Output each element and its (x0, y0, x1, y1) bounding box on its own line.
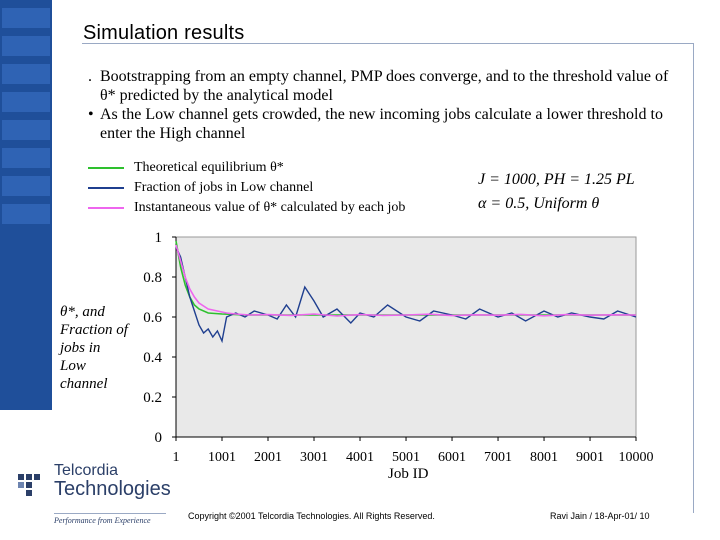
series-instantaneous-line (175, 244, 637, 317)
bullet-item: • As the Low channel gets crowded, the n… (86, 105, 686, 143)
bullet-list: . Bootstrapping from an empty channel, P… (86, 67, 686, 143)
chart-legend: Theoretical equilibrium θ* Fraction of j… (88, 158, 405, 218)
logo-tagline: Performance from Experience (54, 516, 151, 525)
x-tick-label: 5001 (392, 450, 420, 462)
x-tick-label: 9001 (576, 450, 604, 462)
sidebar-block (2, 8, 50, 28)
legend-swatch-fraction (88, 187, 124, 189)
sidebar-block (2, 120, 50, 140)
sidebar-block (2, 64, 50, 84)
line-chart: 0 0.2 0.4 0.6 0.8 1 1 1001 2001 3001 4001 5001 6001 7… (143, 230, 654, 462)
y-tick-label: 0 (155, 430, 163, 446)
slide-title: Simulation results (83, 22, 245, 44)
series-fraction-line (175, 246, 637, 344)
legend-swatch-instantaneous (88, 207, 124, 209)
simulation-parameters: J = 1000, PH = 1.25 PL α = 0.5, Uniform … (478, 168, 635, 216)
bullet-mark: • (88, 106, 94, 123)
logo-mark-icon (18, 474, 40, 496)
x-axis-label: Job ID (388, 466, 429, 482)
bullet-text: As the Low channel gets crowded, the new… (100, 106, 663, 142)
x-tick-label: 7001 (484, 450, 512, 462)
sidebar-block (2, 36, 50, 56)
y-tick-label: 0.2 (143, 390, 162, 406)
logo-text-top: Telcordia (54, 462, 119, 479)
y-tick-label: 0.8 (143, 270, 162, 286)
x-tick-label: 4001 (346, 450, 374, 462)
logo-rule (54, 513, 166, 514)
logo-text-main: Technologies (54, 478, 171, 500)
x-tick-label: 8001 (530, 450, 558, 462)
x-tick-label: 2001 (254, 450, 282, 462)
y-tick-label: 0.4 (143, 350, 162, 366)
legend-label: Theoretical equilibrium θ* (134, 160, 284, 175)
company-logo: Telcordia Technologies Performance from … (14, 462, 171, 530)
legend-item: Fraction of jobs in Low channel (88, 178, 405, 198)
brand-sidebar-strip (0, 0, 52, 410)
legend-item: Instantaneous value of θ* calculated by … (88, 198, 405, 218)
y-axis-label: θ*, and Fraction of jobs in Low channel (60, 304, 128, 392)
sidebar-block (2, 176, 50, 196)
y-tick-label: 0.6 (143, 310, 162, 326)
sidebar-block (2, 148, 50, 168)
sidebar-block (2, 204, 50, 224)
plot-area (175, 236, 637, 438)
x-tick-label: 3001 (300, 450, 328, 462)
x-tick-label: 1 (173, 450, 180, 462)
y-tick-label: 1 (155, 230, 163, 246)
legend-item: Theoretical equilibrium θ* (88, 158, 405, 178)
x-tick-label: 1001 (208, 450, 236, 462)
params-line-2: α = 0.5, Uniform θ (478, 195, 600, 212)
legend-swatch-theoretical (88, 167, 124, 169)
bullet-mark: . (88, 68, 92, 85)
legend-label: Fraction of jobs in Low channel (134, 180, 314, 195)
bullet-text: Bootstrapping from an empty channel, PMP… (100, 68, 669, 104)
bullet-item: . Bootstrapping from an empty channel, P… (86, 67, 686, 105)
x-tick-label: 10000 (619, 450, 654, 462)
sidebar-block (2, 92, 50, 112)
legend-label: Instantaneous value of θ* calculated by … (134, 200, 406, 215)
right-divider (693, 43, 694, 513)
x-tick-label: 6001 (438, 450, 466, 462)
footer-author: Ravi Jain / 18-Apr-01/ 10 (550, 511, 650, 521)
params-line-1: J = 1000, PH = 1.25 PL (478, 171, 635, 188)
title-divider (82, 43, 694, 44)
footer-copyright: Copyright ©2001 Telcordia Technologies. … (188, 511, 435, 521)
